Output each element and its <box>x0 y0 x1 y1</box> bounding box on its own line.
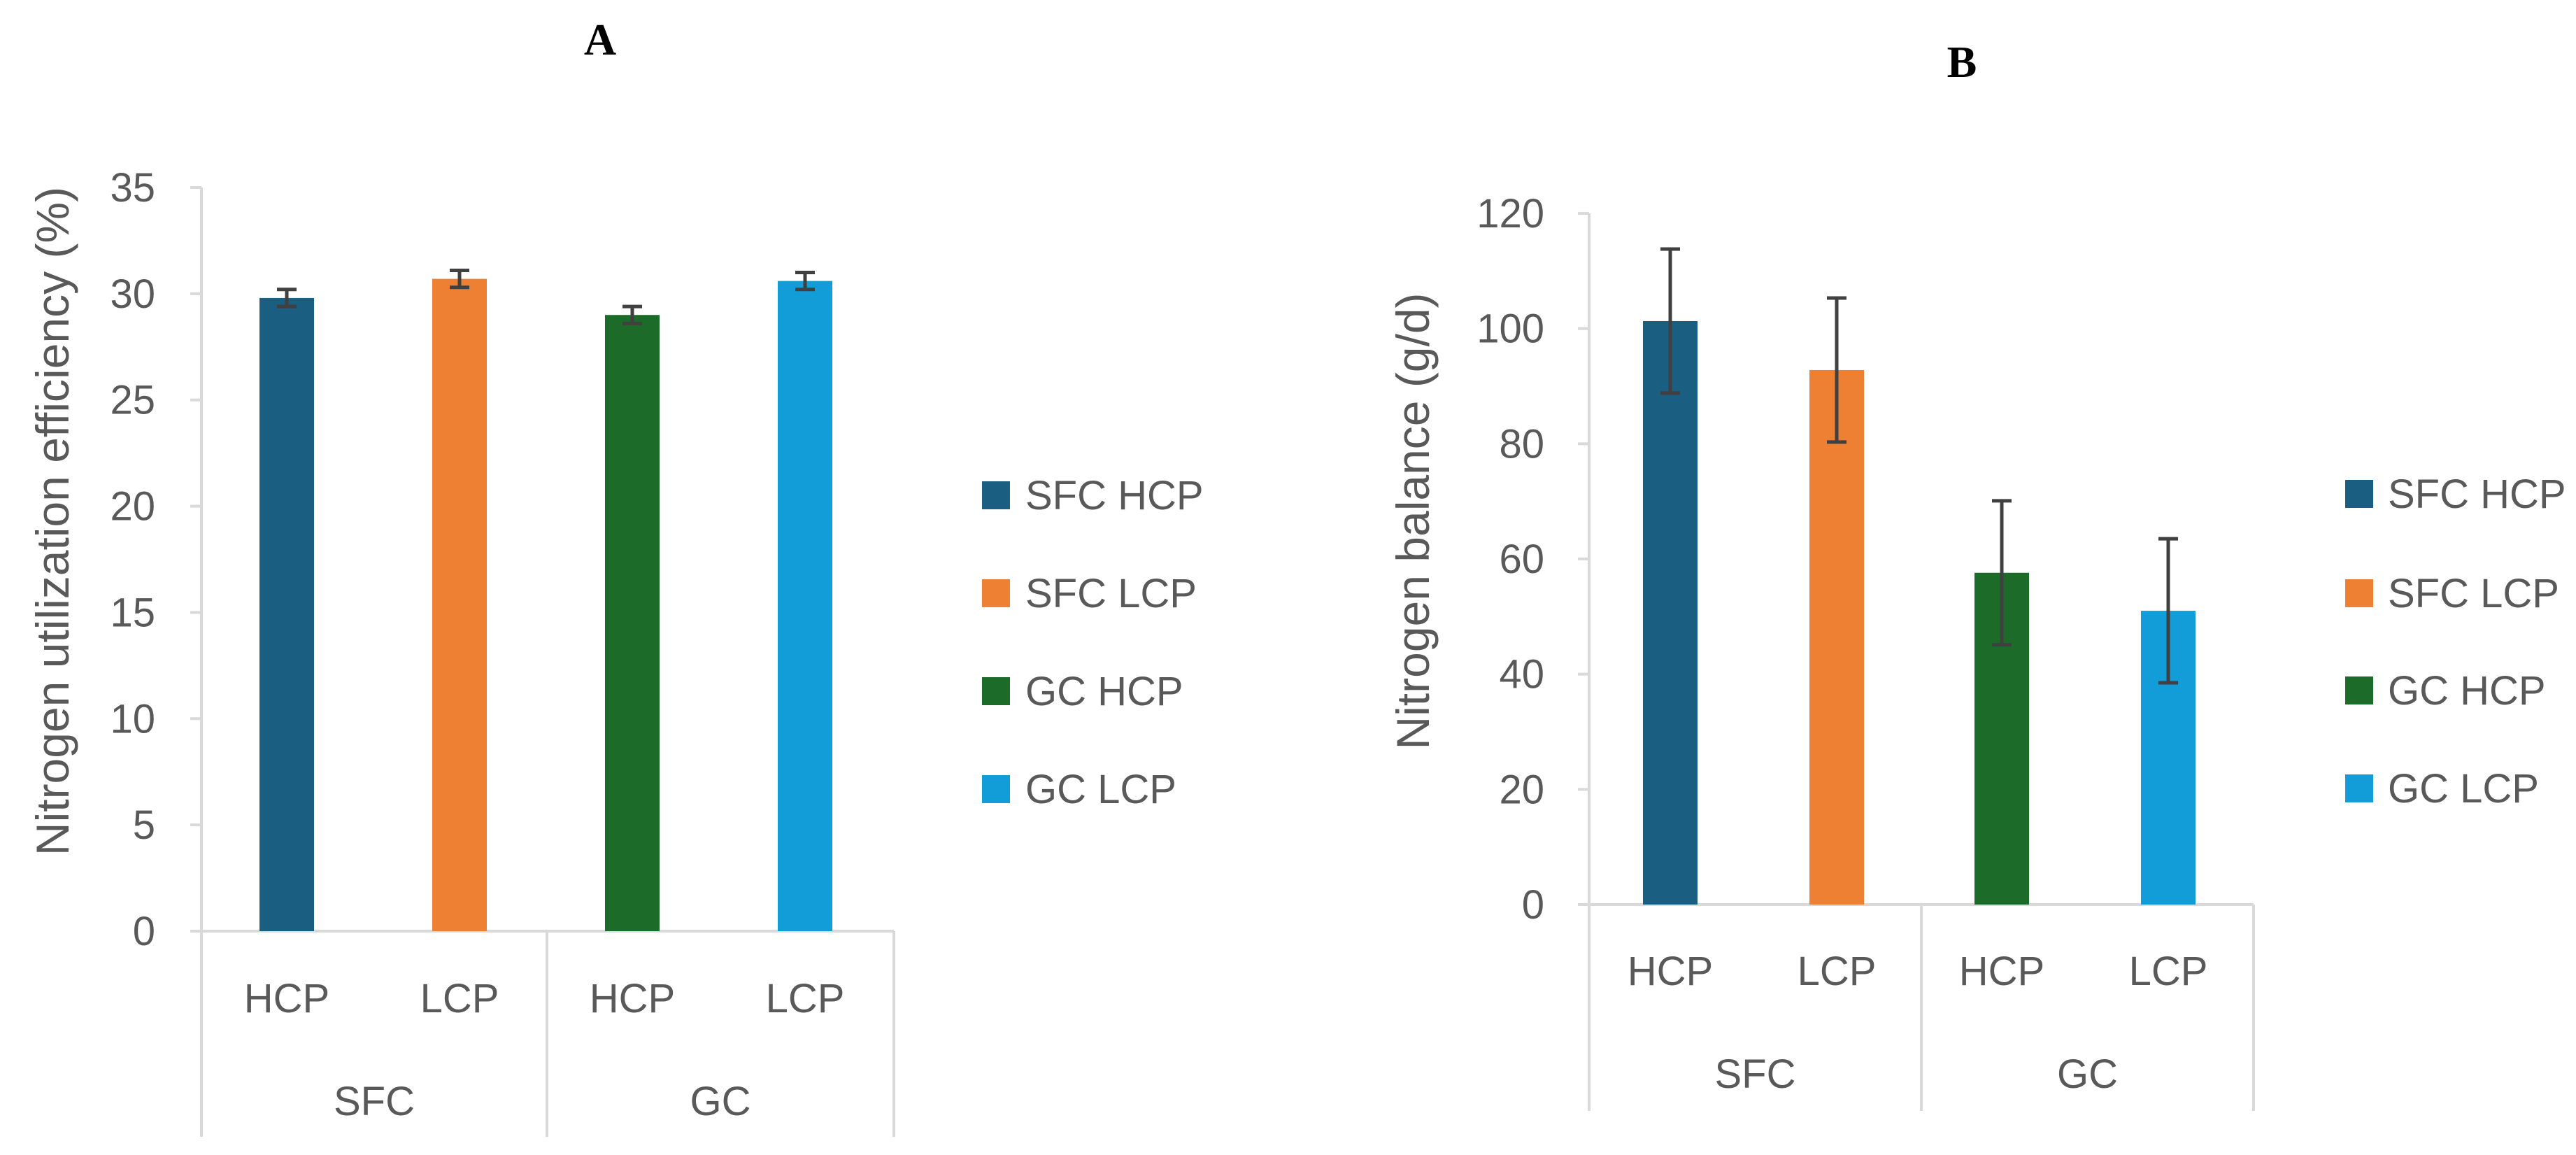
y-tick-label-b: 40 <box>1499 652 1544 697</box>
bar-sfc-lcp-b <box>1809 369 1864 905</box>
y-tick-label-b: 60 <box>1499 537 1544 582</box>
legend-label-b: SFC HCP <box>2388 472 2566 517</box>
bar-sfc-lcp-a <box>432 278 487 931</box>
y-tick-label-b: 0 <box>1522 882 1544 928</box>
x-group-label-b: SFC <box>1715 1051 1796 1097</box>
legend-label-b: GC LCP <box>2388 766 2539 812</box>
legend-b: SFC HCP SFC LCP GC HCP GC LCP <box>2345 472 2566 812</box>
legend-swatch-b <box>2345 579 2373 607</box>
y-axis-title-b: Nitrogen balance (g/d) <box>1387 292 1439 749</box>
legend-swatch-a <box>982 481 1010 509</box>
legend-label-a: SFC LCP <box>1025 571 1197 616</box>
x-category-label-a: LCP <box>420 976 499 1021</box>
y-tick-label-b: 100 <box>1476 306 1544 352</box>
y-tick-label-b: 120 <box>1476 191 1544 236</box>
y-axis-title-a: Nitrogen utilization efficiency (%) <box>27 187 78 856</box>
x-group-label-a: SFC <box>334 1079 415 1124</box>
y-tick-label-b: 20 <box>1499 767 1544 812</box>
bar-sfc-hcp-b <box>1643 320 1698 905</box>
legend-label-b: GC HCP <box>2388 668 2546 714</box>
x-category-label-a: HCP <box>244 976 329 1021</box>
y-tick-label-a: 0 <box>133 909 155 954</box>
x-category-label-b: LCP <box>1798 949 1877 994</box>
legend-swatch-a <box>982 579 1010 607</box>
panel-label-a: A <box>584 15 616 64</box>
legend-swatch-a <box>982 677 1010 705</box>
x-category-label-a: HCP <box>590 976 675 1021</box>
chart-panel-a: A Nitrogen utilization efficiency (%) 0 5… <box>27 15 1204 1137</box>
y-tick-label-a: 25 <box>110 378 155 423</box>
chart-panel-b: B Nitrogen balance (g/d) 0 20 40 60 80 100 120… <box>1387 37 2566 1111</box>
legend-label-a: GC HCP <box>1025 669 1183 714</box>
x-category-label-b: HCP <box>1628 949 1713 994</box>
y-tick-label-a: 5 <box>133 802 155 848</box>
legend-label-a: GC LCP <box>1025 767 1176 812</box>
x-category-label-a: LCP <box>766 976 845 1021</box>
y-tick-label-a: 35 <box>110 165 155 211</box>
x-category-label-b: HCP <box>1959 949 2044 994</box>
legend-swatch-b <box>2345 676 2373 704</box>
bar-sfc-hcp-a <box>259 297 314 932</box>
y-tick-label-a: 10 <box>110 696 155 742</box>
bar-gc-lcp-a <box>778 281 832 931</box>
bar-gc-hcp-a <box>605 315 660 931</box>
legend-swatch-b <box>2345 774 2373 802</box>
legend-label-b: SFC LCP <box>2388 571 2559 616</box>
y-tick-label-a: 20 <box>110 484 155 530</box>
panel-label-b: B <box>1947 37 1977 87</box>
x-group-label-b: GC <box>2057 1051 2118 1097</box>
legend-swatch-a <box>982 775 1010 803</box>
y-tick-label-a: 30 <box>110 271 155 317</box>
y-tick-label-a: 15 <box>110 590 155 635</box>
legend-a: SFC HCP SFC LCP GC HCP GC LCP <box>982 473 1204 812</box>
x-group-label-a: GC <box>690 1079 751 1124</box>
x-category-label-b: LCP <box>2129 949 2208 994</box>
y-tick-label-b: 80 <box>1499 421 1544 467</box>
legend-swatch-b <box>2345 480 2373 508</box>
legend-label-a: SFC HCP <box>1025 473 1204 518</box>
